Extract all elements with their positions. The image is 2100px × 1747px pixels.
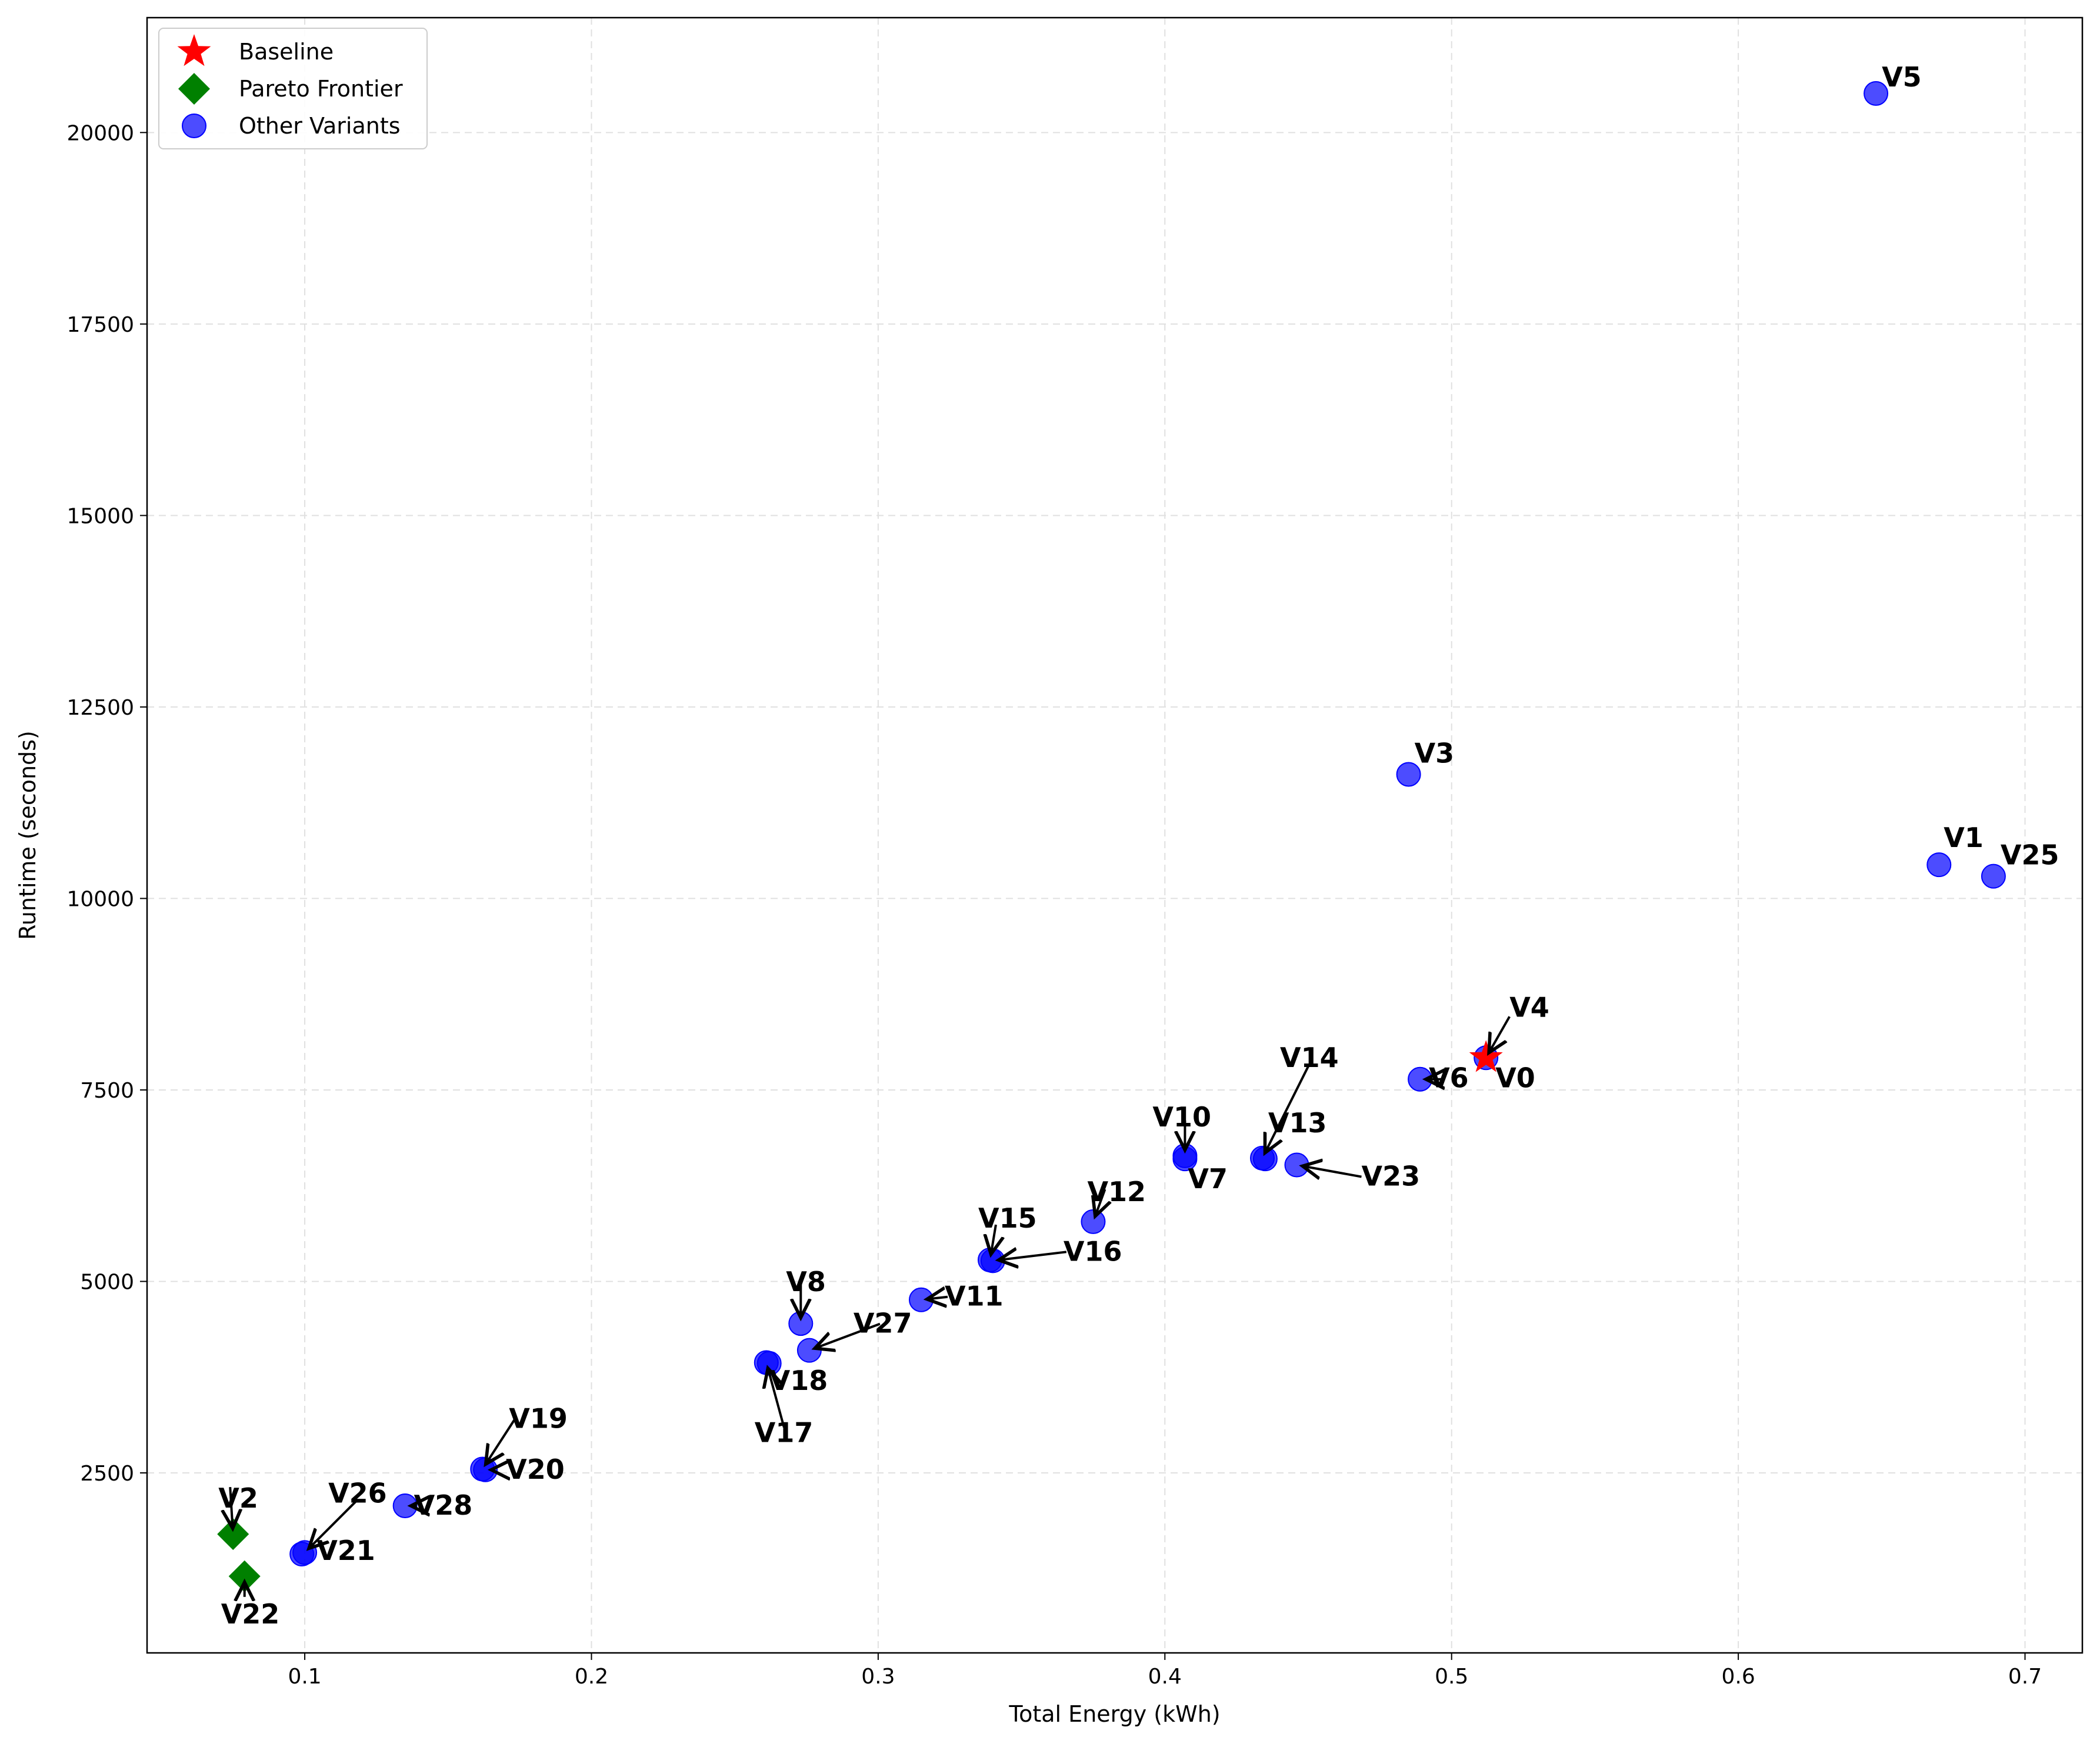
point-label-v10: V10	[1152, 1101, 1211, 1133]
x-tick-label: 0.1	[288, 1665, 321, 1689]
gridlines	[147, 18, 2082, 1653]
legend: Baseline Pareto Frontier Other Variants	[158, 28, 428, 149]
data-point-v25	[1981, 864, 2006, 889]
x-tick-label: 0.2	[575, 1665, 608, 1689]
annotation-arrow-v2	[230, 1487, 232, 1528]
annotation-arrow-v16	[999, 1252, 1067, 1260]
x-tick-label: 0.5	[1435, 1665, 1468, 1689]
point-label-v18: V18	[769, 1365, 828, 1396]
annotation-arrow-v23	[1302, 1166, 1362, 1176]
annotation-arrow-v4	[1489, 1016, 1511, 1052]
data-point-v3	[1396, 762, 1421, 787]
point-label-v11: V11	[945, 1281, 1004, 1312]
y-tick-label: 10000	[66, 887, 134, 911]
legend-marker-pareto-frontier	[178, 73, 210, 105]
legend-box	[158, 28, 428, 149]
x-tick-label: 0.4	[1148, 1665, 1182, 1689]
point-label-v16: V16	[1064, 1235, 1122, 1267]
data-point-v1	[1926, 852, 1952, 878]
point-label-v21: V21	[316, 1535, 375, 1566]
x-tick-label: 0.7	[2008, 1665, 2042, 1689]
annotation-arrow-v11	[927, 1297, 948, 1299]
annotation-arrow-v15	[991, 1224, 996, 1254]
annotation-arrow-v17	[768, 1368, 785, 1428]
annotation-arrow-v14	[1265, 1063, 1311, 1153]
y-tick-label: 2500	[80, 1462, 134, 1486]
point-label-v7: V7	[1188, 1163, 1228, 1195]
point-label-v0: V0	[1495, 1062, 1535, 1093]
data-point-v12	[1081, 1209, 1106, 1234]
point-label-v22: V22	[221, 1598, 280, 1630]
point-label-v14: V14	[1280, 1042, 1339, 1073]
y-axis-title: Runtime (seconds)	[15, 731, 41, 940]
legend-label: Baseline	[239, 39, 334, 65]
annotation-arrow-v12	[1095, 1189, 1105, 1216]
axis-ticks: 0.1 0.2 0.3 0.4 0.5 0.6 0.7 2500 5000 7500 10000 12…	[66, 121, 2042, 1689]
point-label-v23: V23	[1362, 1161, 1421, 1192]
annotation-arrow-v26	[309, 1499, 359, 1548]
point-label-v2: V2	[218, 1482, 258, 1514]
point-label-v20: V20	[506, 1453, 565, 1485]
legend-marker-other-variants	[182, 114, 206, 138]
point-label-v19: V19	[509, 1402, 568, 1434]
x-axis-title: Total Energy (kWh)	[1008, 1701, 1220, 1727]
point-label-v1: V1	[1944, 822, 1984, 854]
y-tick-label: 5000	[80, 1270, 134, 1294]
point-label-v5: V5	[1882, 61, 1922, 93]
y-tick-label: 17500	[66, 313, 134, 337]
data-point-v0	[1469, 1040, 1503, 1072]
point-label-v26: V26	[328, 1477, 387, 1509]
data-point-v27	[796, 1338, 822, 1363]
data-point-v14	[1250, 1145, 1275, 1171]
point-label-v17: V17	[755, 1417, 814, 1449]
data-point-v5	[1864, 81, 1889, 106]
point-label-v25: V25	[2001, 839, 2059, 871]
x-tick-label: 0.6	[1721, 1665, 1755, 1689]
point-label-v4: V4	[1509, 991, 1549, 1023]
point-label-v3: V3	[1415, 737, 1455, 769]
point-label-v12: V12	[1087, 1176, 1146, 1208]
annotation-arrow-v19	[486, 1418, 516, 1464]
point-label-v13: V13	[1268, 1107, 1327, 1139]
plot-frame	[146, 16, 2084, 1654]
y-tick-label: 12500	[66, 696, 134, 720]
legend-label: Pareto Frontier	[239, 76, 403, 102]
point-label-v27: V27	[854, 1308, 912, 1339]
legend-label: Other Variants	[239, 113, 401, 139]
y-tick-label: 15000	[66, 504, 134, 528]
point-label-v15: V15	[978, 1202, 1037, 1234]
legend-marker-baseline	[177, 34, 211, 66]
data-point-v23	[1284, 1152, 1309, 1178]
point-annotations: V0 V2 V22 V1 V3 V4 V5 V6 V7 V8 V10 V11 V12 V13 V14 V15 V…	[218, 61, 2059, 1630]
point-label-v8: V8	[786, 1266, 826, 1298]
annotation-arrow-v27	[815, 1322, 881, 1348]
point-label-v28: V28	[414, 1489, 473, 1521]
x-tick-label: 0.3	[861, 1665, 895, 1689]
point-label-v6: V6	[1429, 1062, 1469, 1094]
plot-background	[147, 18, 2082, 1653]
y-tick-label: 20000	[66, 121, 134, 145]
y-tick-label: 7500	[80, 1079, 134, 1103]
